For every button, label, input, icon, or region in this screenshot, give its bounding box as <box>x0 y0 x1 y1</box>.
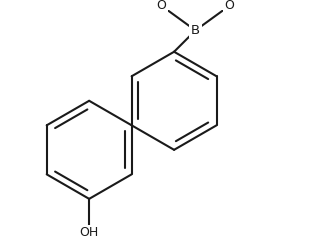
Text: O: O <box>225 0 234 12</box>
Text: OH: OH <box>80 226 99 239</box>
Text: O: O <box>156 0 166 12</box>
Text: B: B <box>191 24 200 37</box>
